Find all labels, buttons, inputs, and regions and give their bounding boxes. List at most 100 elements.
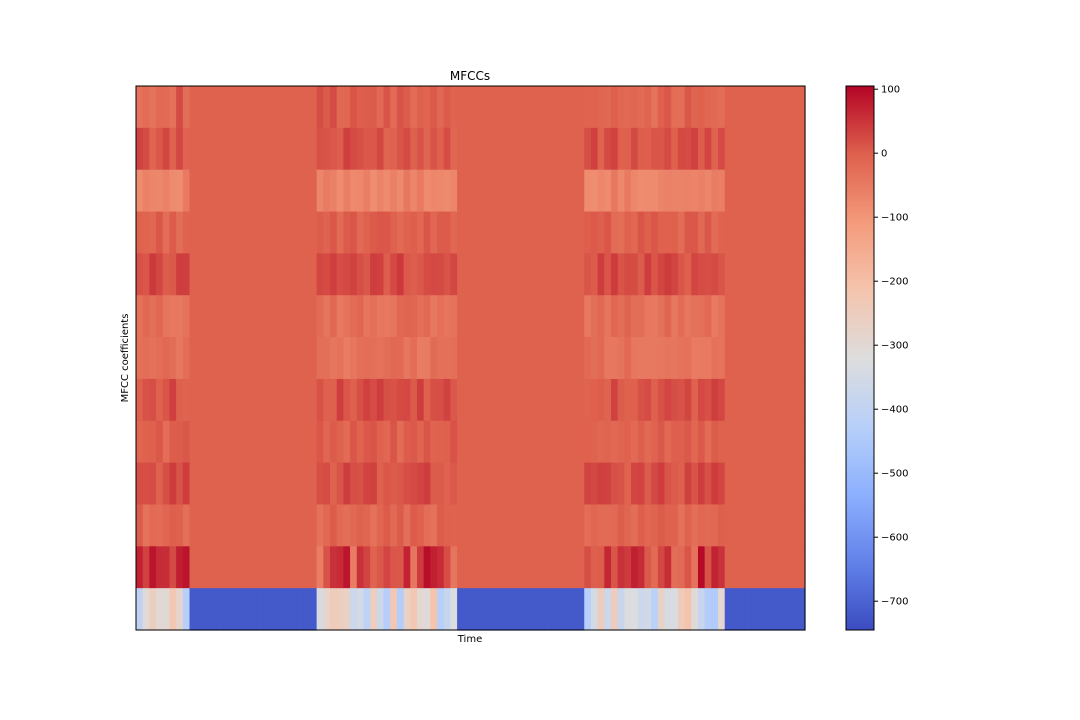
heatmap-cell [176, 588, 184, 631]
heatmap-cell [343, 86, 351, 129]
heatmap-cell [330, 504, 338, 547]
heatmap-cell [691, 378, 699, 422]
heatmap-cell [457, 211, 465, 254]
heatmap-cell [771, 253, 779, 296]
heatmap-cell [564, 462, 572, 506]
heatmap-cell [590, 546, 599, 589]
heatmap-cell [189, 211, 197, 254]
heatmap-cell [390, 295, 398, 338]
heatmap-cell [269, 127, 278, 171]
heatmap-cell [269, 546, 278, 589]
heatmap-cell [136, 420, 144, 464]
heatmap-cell [651, 127, 659, 171]
heatmap-cell [162, 253, 171, 296]
heatmap-cell [316, 295, 324, 338]
heatmap-cell [550, 337, 559, 380]
heatmap-cell [249, 295, 258, 338]
heatmap-cell [470, 462, 478, 506]
heatmap-cell [396, 127, 405, 171]
heatmap-cell [584, 127, 592, 171]
heatmap-cell [263, 211, 271, 254]
heatmap-cell [136, 295, 144, 338]
heatmap-cell [791, 127, 799, 171]
heatmap-cell [303, 337, 311, 380]
heatmap-cell [410, 462, 418, 506]
heatmap-cell [697, 295, 706, 338]
heatmap-cell [704, 588, 712, 631]
heatmap-cell [731, 420, 739, 464]
heatmap-cell [704, 86, 712, 129]
heatmap-cell [771, 337, 779, 380]
heatmap-cell [631, 420, 639, 464]
heatmap-cell [731, 253, 739, 296]
heatmap-cell [403, 169, 411, 213]
heatmap-cell [771, 588, 779, 631]
heatmap-cell [396, 253, 405, 296]
heatmap-cell [309, 504, 318, 547]
heatmap-cell [182, 420, 191, 464]
heatmap-cell [704, 420, 712, 464]
heatmap-cell [564, 169, 572, 213]
heatmap-cell [330, 127, 338, 171]
heatmap-cell [631, 588, 639, 631]
heatmap-cell [169, 420, 177, 464]
heatmap-cell [136, 504, 144, 547]
heatmap-cell [430, 86, 438, 129]
heatmap-cell [631, 378, 639, 422]
heatmap-cell [771, 462, 779, 506]
heatmap-cell [557, 295, 565, 338]
heatmap-cell [142, 169, 150, 213]
heatmap-cell [570, 504, 579, 547]
heatmap-cell [470, 253, 478, 296]
heatmap-cell [283, 211, 291, 254]
heatmap-cell [350, 169, 358, 213]
heatmap-cell [356, 253, 365, 296]
heatmap-cell [584, 420, 592, 464]
heatmap-cell [738, 588, 746, 631]
heatmap-cell [671, 295, 679, 338]
heatmap-cell [550, 253, 559, 296]
heatmap-cell [356, 546, 365, 589]
heatmap-cell [276, 588, 284, 631]
heatmap-cell [724, 86, 733, 129]
heatmap-cell [684, 127, 692, 171]
heatmap-cell [584, 253, 592, 296]
heatmap-cell [617, 337, 625, 380]
heatmap-cell [416, 211, 425, 254]
heatmap-cell [497, 211, 505, 254]
heatmap-cell [216, 462, 224, 506]
heatmap-cell [731, 546, 739, 589]
heatmap-cell [483, 420, 492, 464]
heatmap-cell [564, 127, 572, 171]
heatmap-cell [537, 337, 545, 380]
heatmap-cell [697, 588, 706, 631]
heatmap-cell [791, 211, 799, 254]
heatmap-cell [182, 588, 191, 631]
heatmap-cell [597, 169, 605, 213]
heatmap-cell [222, 588, 231, 631]
heatmap-cell [356, 588, 365, 631]
heatmap-cell [136, 337, 144, 380]
heatmap-cell [704, 169, 712, 213]
heatmap-cell [189, 337, 197, 380]
heatmap-cell [584, 588, 592, 631]
heatmap-cell [222, 127, 231, 171]
heatmap-cell [243, 253, 251, 296]
heatmap-cell [624, 253, 632, 296]
heatmap-cell [557, 211, 565, 254]
heatmap-cell [430, 504, 438, 547]
heatmap-cell [450, 211, 458, 254]
heatmap-cell [249, 588, 258, 631]
heatmap-cell [524, 462, 532, 506]
heatmap-cell [343, 420, 351, 464]
heatmap-cell [470, 420, 478, 464]
heatmap-cell [497, 337, 505, 380]
heatmap-cell [437, 420, 445, 464]
heatmap-cell [376, 127, 385, 171]
heatmap-cell [784, 253, 793, 296]
heatmap-cell [289, 169, 298, 213]
heatmap-cell [691, 127, 699, 171]
heatmap-cell [724, 127, 733, 171]
heatmap-cell [423, 504, 431, 547]
heatmap-cell [363, 546, 371, 589]
